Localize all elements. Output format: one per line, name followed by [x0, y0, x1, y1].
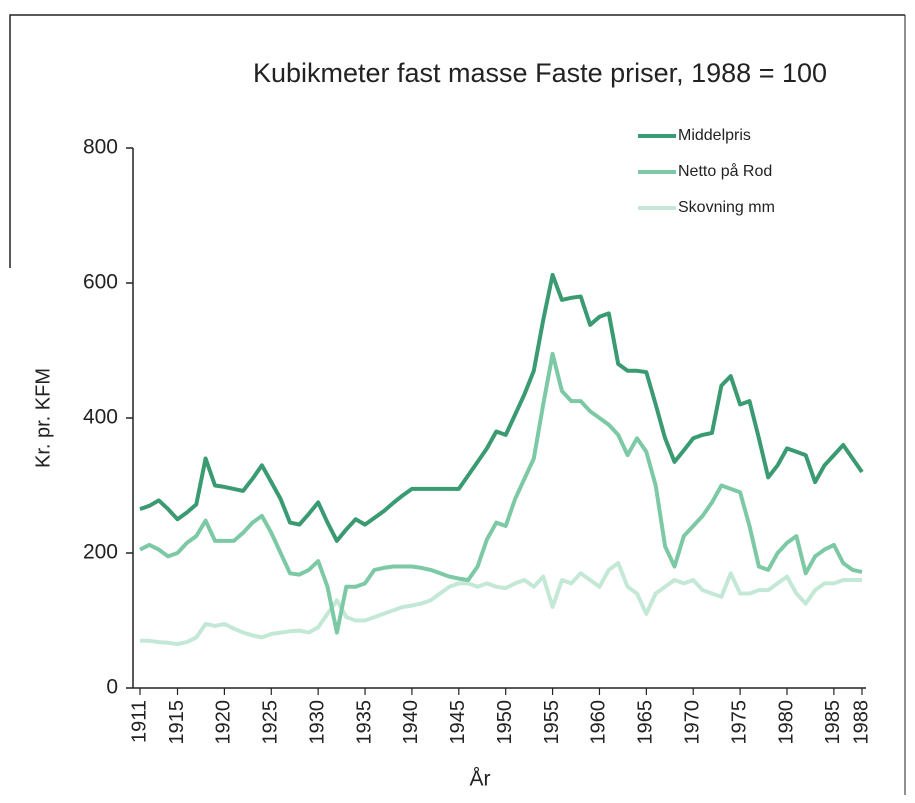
x-axis-label: År: [470, 768, 491, 791]
x-tick-label: 1950: [494, 700, 516, 745]
x-tick-label: 1915: [166, 700, 188, 745]
x-tick-label: 1920: [213, 700, 235, 745]
y-tick-label: 0: [106, 676, 118, 699]
y-tick-label: 400: [83, 406, 118, 429]
x-tick-label: 1988: [850, 700, 872, 745]
x-tick-label: 1970: [682, 700, 704, 745]
x-tick-label: 1955: [541, 700, 563, 745]
y-axis-label: Kr. pr. KFM: [32, 368, 54, 468]
x-tick-label: 1965: [635, 700, 657, 745]
x-tick-label: 1940: [400, 700, 422, 745]
series-line: [139, 272, 864, 543]
x-tick-label: 1975: [728, 700, 750, 745]
legend-label: Middelpris: [678, 127, 751, 144]
y-tick-label: 200: [83, 541, 118, 564]
x-tick-label: 1945: [447, 700, 469, 745]
chart-title: Kubikmeter fast masse Faste priser, 1988…: [253, 58, 827, 88]
x-tick-label: 1980: [775, 700, 797, 745]
x-tick-label: 1935: [353, 700, 375, 745]
series-line: [140, 561, 862, 647]
frame: [9, 14, 905, 268]
y-tick-label: 600: [83, 271, 118, 294]
x-tick-label: 1930: [306, 700, 328, 745]
series-line: [139, 351, 863, 635]
x-tick-label: 1925: [260, 700, 282, 745]
legend-label: Netto på Rod: [678, 162, 772, 180]
x-tick-label: 1985: [822, 700, 844, 745]
x-tick-label: 1960: [588, 700, 610, 745]
x-tick-label: 1911: [128, 700, 150, 743]
y-tick-label: 800: [83, 136, 118, 159]
legend-label: Skovning mm: [678, 199, 775, 216]
